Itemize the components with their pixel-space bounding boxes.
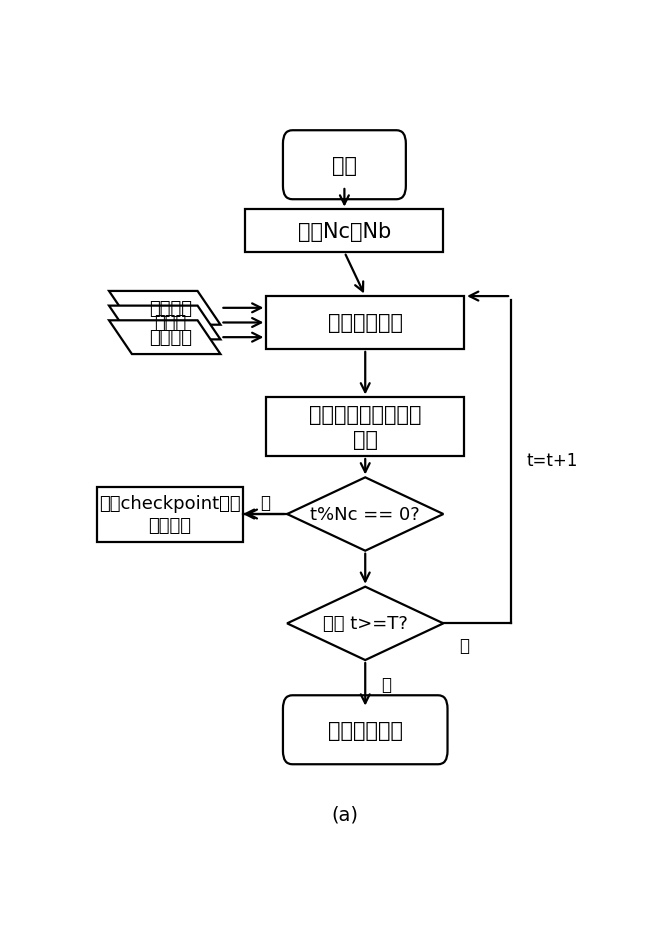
Text: 否: 否: [459, 637, 469, 655]
Polygon shape: [109, 321, 220, 355]
Text: 保存checkpoint点处
的波场値: 保存checkpoint点处 的波场値: [99, 494, 241, 535]
Bar: [97, 487, 243, 542]
Text: 开始: 开始: [332, 155, 357, 175]
FancyBboxPatch shape: [283, 696, 448, 764]
Text: 观测系统: 观测系统: [149, 328, 192, 347]
Polygon shape: [109, 291, 220, 326]
Text: 是: 是: [381, 676, 391, 694]
Text: 正向波场外推计算波
场値: 正向波场外推计算波 场値: [309, 405, 421, 449]
Text: 是: 是: [260, 494, 270, 512]
Text: 时间 t>=T?: 时间 t>=T?: [323, 615, 408, 633]
Text: t=t+1: t=t+1: [527, 451, 578, 469]
Text: t%Nc == 0?: t%Nc == 0?: [310, 506, 420, 524]
FancyBboxPatch shape: [283, 131, 406, 200]
Text: 确定Nc与Nb: 确定Nc与Nb: [298, 222, 391, 242]
Text: 加载数据文档: 加载数据文档: [328, 313, 403, 333]
Polygon shape: [287, 587, 444, 661]
Text: 震源波场: 震源波场: [149, 300, 192, 317]
Bar: [266, 297, 464, 349]
Text: 正演波场完成: 正演波场完成: [328, 720, 403, 740]
Bar: [245, 210, 444, 253]
Bar: [266, 398, 464, 457]
Text: 速度场: 速度场: [155, 314, 187, 332]
Text: (a): (a): [331, 804, 358, 823]
Polygon shape: [109, 307, 220, 340]
Polygon shape: [287, 478, 444, 551]
